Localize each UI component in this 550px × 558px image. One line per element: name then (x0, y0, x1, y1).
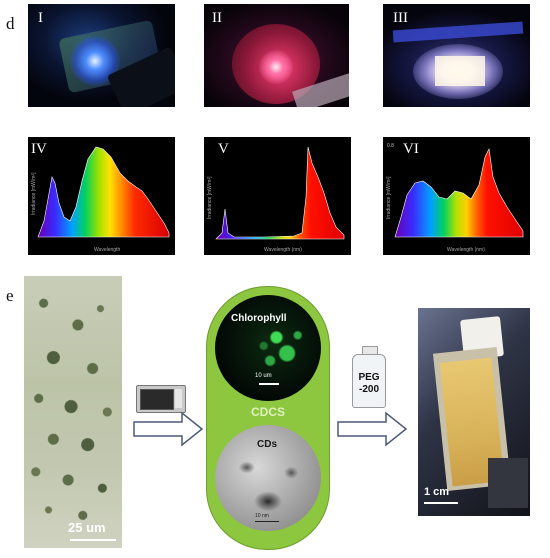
microscopy-scale-bar (70, 539, 116, 541)
microwave-door (140, 389, 174, 410)
chlorophyll-label: Chlorophyll (231, 313, 287, 324)
spectrum-v: Wavelength (nm) Irradiance [mW/m²] V (204, 137, 351, 255)
photo-label-iii: III (393, 10, 408, 26)
spectrum-vi-plot: Wavelength (nm) Irradiance [mW/m²] 0.8 (386, 143, 524, 253)
spectrum-label-vi: VI (403, 141, 419, 157)
cuvette-scale-label: 1 cm (424, 486, 450, 498)
cdcs-capsule: Chlorophyll 10 um CDCS CDs 10 nm (206, 286, 330, 550)
spectrum-vi-ylabel: Irradiance [mW/m²] (386, 176, 392, 219)
red-glow (259, 50, 293, 84)
spectrum-v-xlabel: Wavelength (nm) (264, 247, 302, 253)
chlorophyll-image: Chlorophyll 10 um (215, 295, 321, 401)
arrow-right-icon-1 (133, 411, 204, 447)
chlorophyll-scale-bar (259, 383, 279, 385)
white-film (435, 56, 485, 86)
panel-letter-d: d (6, 14, 15, 33)
spectrum-vi: Wavelength (nm) Irradiance [mW/m²] 0.8 V… (383, 137, 530, 255)
bottle-body (352, 354, 386, 408)
spectrum-iv-xlabel: Wavelength (94, 247, 120, 253)
cds-scale-label: 10 nm (255, 513, 269, 519)
peg-label-line2: -200 (358, 384, 379, 395)
photo-label-ii: II (212, 10, 222, 26)
cds-scale-bar (255, 521, 279, 522)
cuvette-mount (488, 458, 528, 508)
photo-i-blue-led: I (28, 4, 175, 107)
cds-particles (215, 425, 321, 531)
microscopy-scale-label: 25 um (68, 520, 106, 535)
arrow-right-icon-2 (337, 411, 408, 447)
spectrum-v-plot: Wavelength (nm) Irradiance [mW/m²] (207, 146, 345, 253)
panel-letter-e: e (6, 286, 14, 305)
spectrum-label-v: V (218, 141, 229, 157)
photo-label-i: I (38, 10, 43, 26)
spectrum-iv-plot: Wavelength Irradiance [mW/m²] (31, 146, 170, 253)
cell-cluster (24, 276, 122, 548)
chlorophyll-cells (215, 295, 321, 401)
microwave-panel (175, 389, 182, 408)
spectrum-v-ylabel: Irradiance [mW/m²] (207, 176, 213, 219)
spectrum-vi-area (394, 148, 524, 238)
spectrum-vi-ymax: 0.8 (387, 143, 394, 149)
spectrum-iv-area (37, 146, 170, 238)
cdcs-label: CDCS (250, 405, 285, 419)
microscopy-image: 25 um (24, 276, 122, 548)
cds-tem-image: CDs 10 nm (215, 425, 321, 531)
blue-strip (392, 21, 524, 43)
cds-label: CDs (257, 439, 278, 450)
microwave-icon (136, 385, 186, 413)
peg-label-line1: PEG (358, 372, 380, 383)
cuvette-photo: 1 cm (418, 308, 530, 516)
chlorophyll-scale-label: 10 um (255, 373, 272, 379)
spectrum-label-iv: IV (31, 141, 47, 157)
spectrum-vi-xlabel: Wavelength (nm) (447, 247, 485, 253)
peg-bottle-icon: PEG -200 (352, 346, 386, 408)
photo-ii-red-led: II (204, 4, 349, 107)
spectrum-iv: Wavelength Irradiance [mW/m²] IV (28, 137, 175, 255)
cuvette-scale-bar (424, 502, 458, 504)
spectrum-v-area (215, 146, 345, 240)
photo-iii-white-led: III (383, 4, 530, 107)
spectrum-iv-ylabel: Irradiance [mW/m²] (31, 172, 37, 215)
